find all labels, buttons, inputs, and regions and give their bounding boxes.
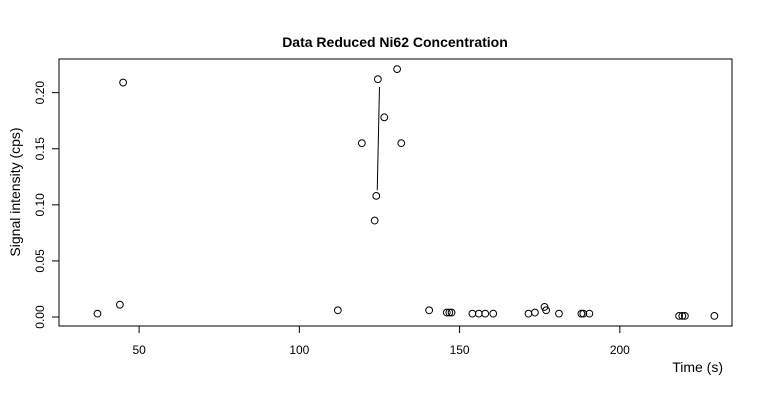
data-point	[447, 308, 456, 317]
data-point	[333, 306, 342, 315]
data-point	[579, 309, 588, 318]
line-segment	[376, 87, 380, 191]
y-tick-label: 0.00	[33, 305, 47, 329]
data-point	[370, 216, 379, 225]
data-point	[680, 312, 689, 320]
y-tick-label: 0.20	[33, 81, 47, 105]
y-tick-label: 0.05	[33, 249, 47, 273]
data-point	[489, 309, 498, 318]
data-point	[555, 309, 563, 318]
y-axis-label: Signal intensity (cps)	[7, 127, 23, 256]
data-point	[115, 300, 124, 309]
data-point	[678, 312, 687, 320]
y-axis: 0.00 0.05 0.10 0.15 0.20	[33, 81, 59, 329]
plot-frame	[58, 58, 733, 327]
series-points	[93, 65, 719, 320]
data-point	[357, 139, 366, 148]
chart-title: Data Reduced Ni62 Concentration	[282, 34, 508, 50]
x-axis: 50 100 150 200	[132, 326, 630, 357]
series-segments	[376, 87, 380, 191]
data-point	[93, 309, 102, 318]
y-tick-label: 0.15	[33, 137, 47, 161]
data-point	[445, 308, 454, 317]
x-tick-label: 100	[289, 343, 309, 357]
data-point	[425, 306, 434, 315]
x-tick-label: 200	[610, 343, 630, 357]
x-tick-label: 50	[132, 343, 146, 357]
data-point	[380, 113, 389, 122]
data-point	[585, 309, 594, 318]
data-point	[531, 308, 539, 317]
data-point	[675, 312, 684, 320]
data-point	[474, 309, 483, 318]
data-point	[393, 65, 402, 73]
data-point	[468, 309, 477, 318]
data-point	[542, 306, 551, 315]
data-point	[119, 78, 127, 87]
y-tick-label: 0.10	[33, 193, 47, 217]
data-point	[481, 309, 490, 318]
data-point	[524, 309, 533, 318]
data-point	[373, 75, 382, 84]
x-axis-label: Time (s)	[672, 359, 723, 375]
data-point	[577, 309, 586, 318]
data-point	[372, 191, 381, 200]
data-point	[710, 312, 719, 320]
x-tick-label: 150	[450, 343, 470, 357]
data-point	[442, 308, 451, 317]
data-point	[397, 139, 406, 148]
